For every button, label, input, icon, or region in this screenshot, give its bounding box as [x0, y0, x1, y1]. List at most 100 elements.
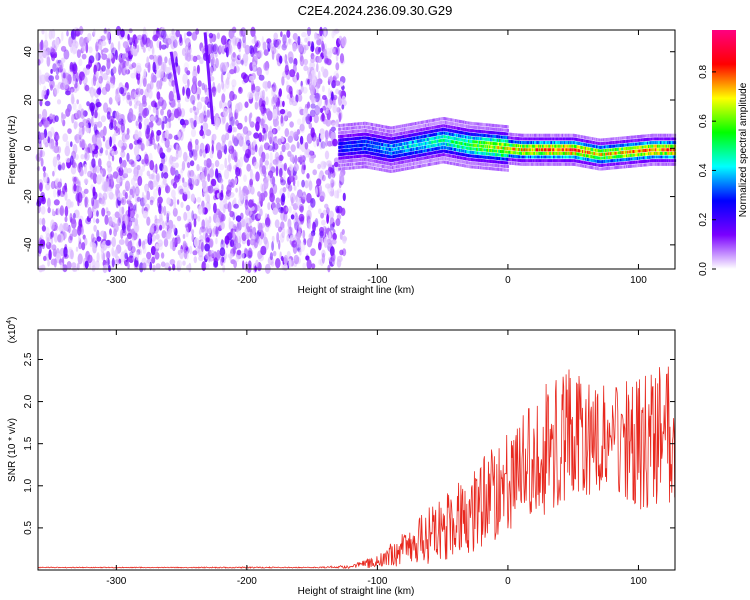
signal-cell — [355, 126, 358, 130]
signal-cell — [451, 162, 454, 165]
noise-cell — [101, 40, 107, 47]
noise-cell — [135, 143, 141, 152]
noise-cell — [225, 194, 231, 200]
signal-cell — [372, 163, 374, 166]
signal-cell — [383, 147, 386, 151]
noise-cell — [275, 258, 281, 269]
noise-cell — [211, 139, 215, 146]
signal-cell — [365, 150, 368, 154]
noise-cell — [127, 232, 132, 240]
signal-cell — [415, 150, 418, 154]
signal-cell — [429, 137, 432, 141]
noise-cell — [101, 53, 108, 60]
noise-cell — [233, 197, 237, 203]
signal-cell — [383, 168, 385, 172]
noise-cell — [223, 144, 228, 155]
noise-cell — [153, 225, 157, 231]
signal-cell — [401, 160, 403, 164]
signal-cell — [431, 144, 433, 148]
noise-cell — [87, 143, 93, 153]
noise-cell — [162, 176, 167, 186]
signal-cell — [364, 154, 367, 158]
noise-cell — [137, 115, 143, 124]
noise-cell — [196, 64, 200, 74]
signal-cell — [373, 167, 376, 170]
signal-cell — [359, 129, 361, 133]
noise-cell — [125, 52, 129, 58]
noise-cell — [279, 108, 286, 115]
signal-cell — [340, 160, 342, 164]
signal-cell — [415, 132, 417, 136]
signal-cell — [373, 159, 376, 163]
noise-cell — [280, 179, 286, 186]
signal-cell — [392, 137, 394, 141]
noise-cell — [113, 120, 117, 126]
signal-cell — [452, 144, 454, 148]
noise-cell — [280, 221, 285, 231]
noise-cell — [172, 39, 178, 49]
noise-cell — [67, 128, 72, 135]
noise-cell — [299, 51, 303, 62]
noise-cell — [187, 78, 190, 88]
noise-cell — [189, 160, 195, 167]
signal-cell — [372, 166, 375, 170]
signal-cell — [406, 141, 409, 145]
noise-cell — [106, 111, 111, 120]
noise-cell — [282, 100, 285, 108]
signal-cell — [402, 142, 404, 146]
signal-cell — [425, 145, 428, 149]
signal-cell — [451, 143, 454, 147]
noise-cell — [309, 156, 315, 164]
signal-cell — [382, 135, 384, 139]
noise-cell — [183, 249, 188, 260]
noise-cell — [138, 103, 144, 114]
noise-cell — [42, 166, 46, 172]
signal-cell — [398, 135, 401, 139]
noise-cell — [198, 205, 203, 215]
signal-cell — [362, 132, 365, 136]
noise-cell — [68, 226, 72, 235]
noise-cell — [271, 235, 275, 243]
signal-cell — [423, 127, 425, 131]
noise-cell — [127, 240, 133, 252]
noise-cell — [219, 247, 226, 257]
signal-cell — [399, 157, 401, 161]
noise-cell — [164, 56, 168, 64]
noise-cell — [95, 165, 100, 174]
noise-cell — [102, 72, 108, 81]
signal-cell — [389, 166, 391, 170]
noise-cell — [288, 96, 293, 106]
noise-cell — [76, 262, 80, 271]
signal-cell — [448, 128, 451, 132]
signal-cell — [433, 136, 435, 140]
signal-cell — [386, 133, 389, 137]
signal-cell — [391, 133, 393, 137]
signal-cell — [401, 146, 403, 150]
noise-cell — [252, 61, 257, 72]
signal-cell — [446, 124, 448, 128]
noise-cell — [231, 84, 235, 92]
signal-cell — [371, 159, 373, 163]
signal-cell — [343, 123, 346, 127]
noise-cell — [296, 118, 302, 126]
noise-cell — [339, 53, 345, 64]
signal-cell — [345, 159, 348, 163]
signal-cell — [384, 169, 387, 172]
signal-cell — [357, 126, 359, 129]
noise-cell — [115, 96, 121, 105]
noise-cell — [129, 208, 135, 218]
noise-cell — [197, 80, 202, 87]
signal-cell — [417, 165, 420, 168]
signal-cell — [374, 127, 377, 131]
signal-cell — [416, 121, 419, 125]
signal-cell — [415, 158, 417, 162]
signal-cell — [388, 126, 391, 130]
signal-cell — [409, 166, 412, 170]
noise-cell — [96, 236, 102, 242]
noise-cell — [293, 254, 300, 265]
noise-cell — [326, 213, 329, 224]
noise-cell — [297, 93, 303, 102]
signal-cell — [397, 125, 400, 129]
signal-cell — [394, 129, 396, 133]
signal-cell — [345, 123, 348, 127]
